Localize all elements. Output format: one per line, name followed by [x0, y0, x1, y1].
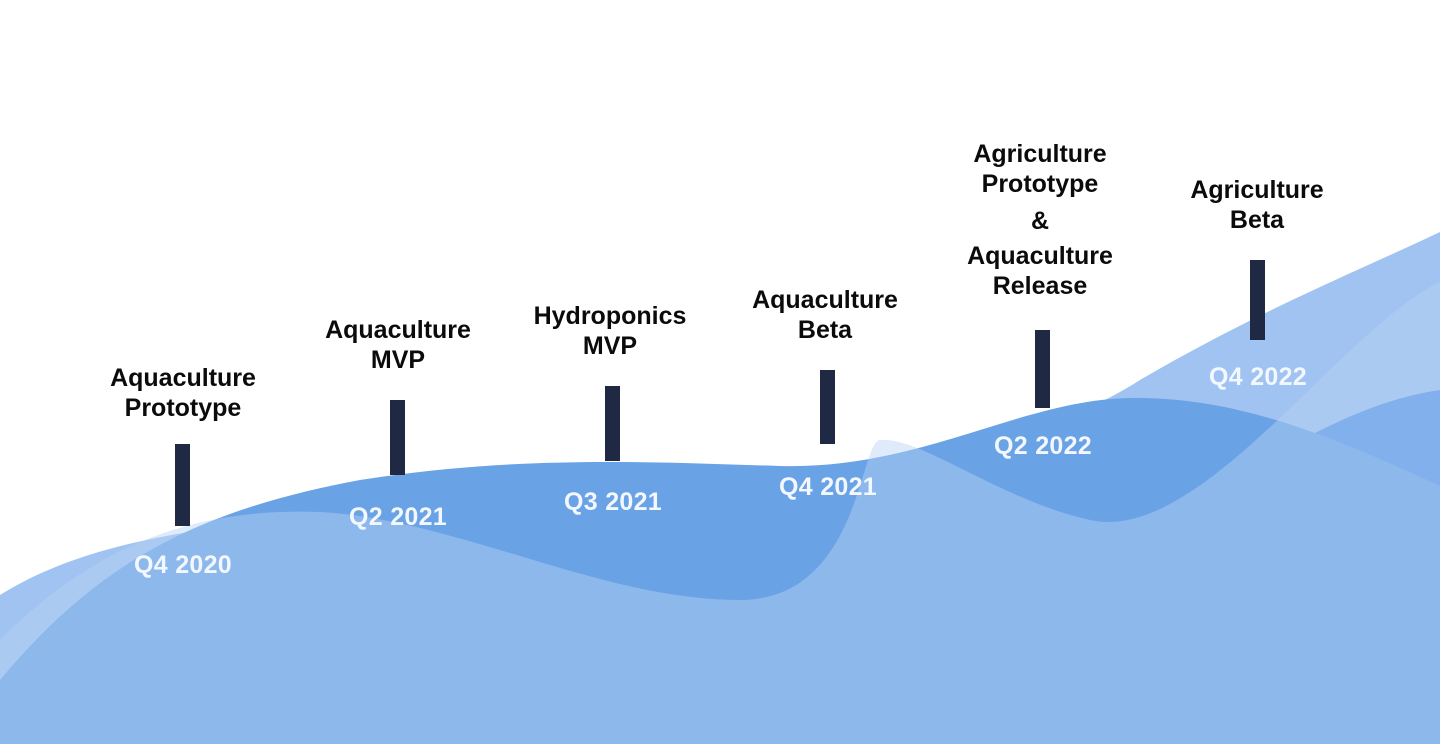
milestone-date-4: Q4 2021 [778, 473, 878, 501]
milestone-title-6: Agriculture Beta [1190, 175, 1323, 235]
milestone-title-4: Aquaculture Beta [752, 285, 898, 345]
milestone-2-title-line-1: Aquaculture [325, 316, 471, 344]
milestone-bar-2 [390, 400, 405, 475]
milestone-2-title-line-2: MVP [370, 346, 426, 374]
milestone-date-1: Q4 2020 [133, 551, 233, 579]
milestone-5-title-line-1: Agriculture [973, 140, 1107, 168]
milestone-bar-6 [1250, 260, 1265, 340]
milestone-bar-5 [1035, 330, 1050, 408]
milestone-4-title-line-2: Beta [797, 316, 853, 344]
milestone-5-title-line-4: Aquaculture [967, 242, 1113, 270]
milestone-4-title-line-1: Aquaculture [752, 286, 898, 314]
milestone-bar-1 [175, 444, 190, 526]
milestone-1-title-line-1: Aquaculture [110, 364, 256, 392]
milestone-date-3: Q3 2021 [563, 488, 663, 516]
milestone-title-1: Aquaculture Prototype [110, 363, 256, 423]
milestone-6-title-line-2: Beta [1229, 206, 1285, 234]
milestone-title-2: Aquaculture MVP [325, 315, 471, 375]
milestone-3-title-line-2: MVP [582, 332, 638, 360]
milestone-3-title-line-1: Hydroponics [533, 302, 687, 330]
milestone-title-3: Hydroponics MVP [534, 301, 687, 361]
milestone-5-title-line-3: & [1030, 207, 1050, 235]
wave-main [0, 397, 1440, 744]
milestone-5-title-line-2: Prototype [981, 170, 1099, 198]
milestone-1-title-line-2: Prototype [124, 394, 242, 422]
milestone-date-5: Q2 2022 [993, 432, 1093, 460]
wave-front-light [0, 282, 1440, 744]
milestone-bar-3 [605, 386, 620, 461]
milestone-title-5: Agriculture Prototype & Aquaculture Rele… [967, 139, 1113, 301]
milestone-5-title-line-5: Release [992, 272, 1088, 300]
milestone-6-title-line-1: Agriculture [1190, 176, 1324, 204]
milestone-date-2: Q2 2021 [348, 503, 448, 531]
milestone-date-6: Q4 2022 [1208, 363, 1308, 391]
milestone-bar-4 [820, 370, 835, 444]
